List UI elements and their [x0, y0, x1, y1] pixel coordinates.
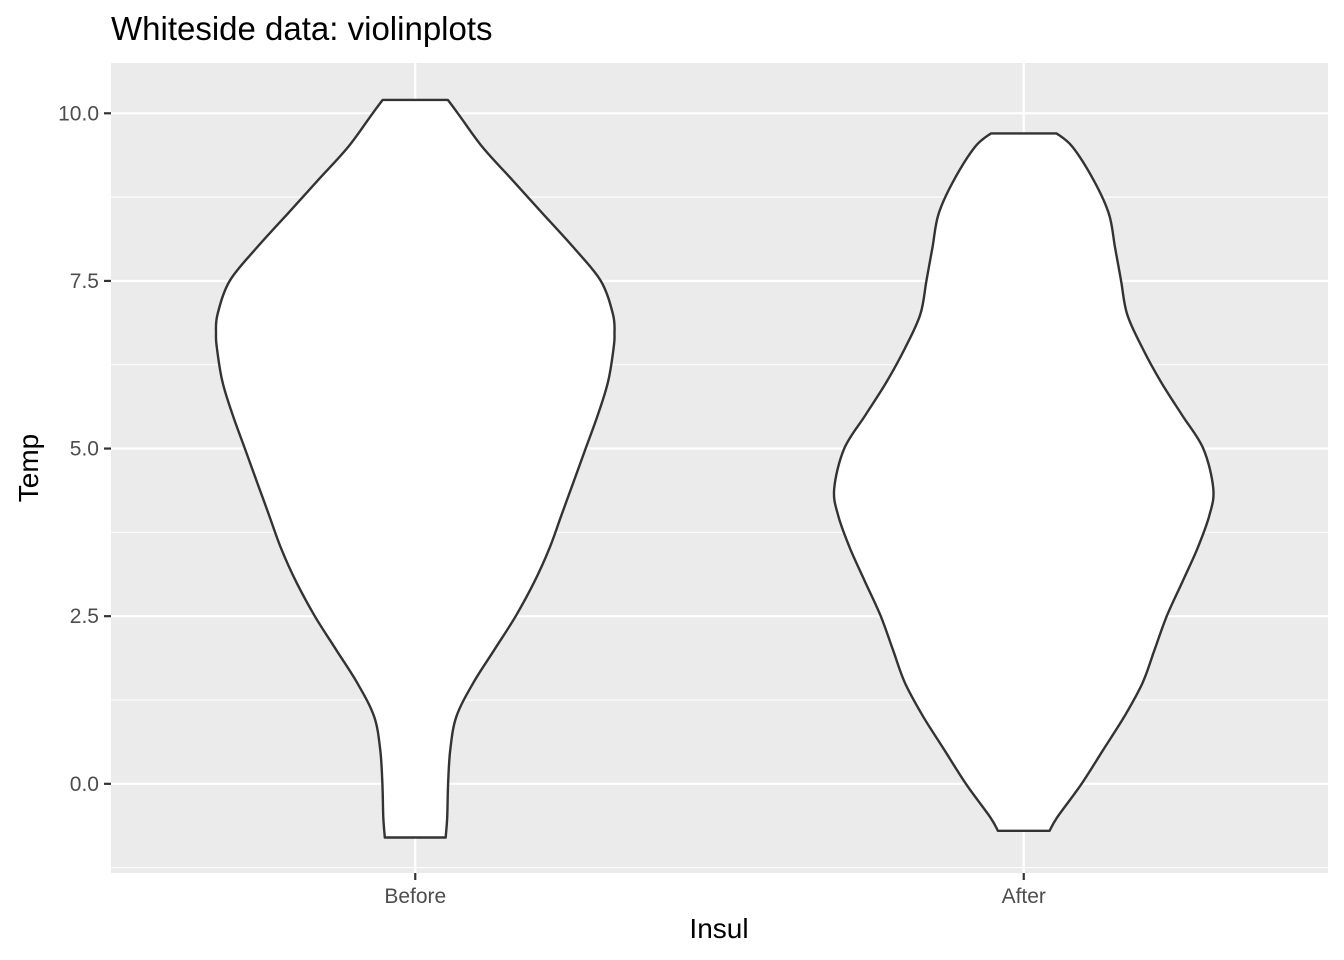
- x-axis-title: Insul: [689, 913, 748, 944]
- violin-before: [214, 98, 616, 839]
- x-tick-label: After: [1002, 885, 1046, 908]
- violin-after: [832, 132, 1215, 832]
- y-tick-label: 7.5: [70, 270, 99, 293]
- y-tick-label: 10.0: [58, 102, 99, 125]
- x-tick-label: Before: [384, 885, 446, 908]
- y-tick-label: 0.0: [70, 773, 99, 796]
- y-axis-title: Temp: [13, 434, 44, 502]
- chart-title: Whiteside data: violinplots: [111, 10, 493, 47]
- y-tick-label: 5.0: [70, 438, 99, 461]
- y-tick-label: 2.5: [70, 605, 99, 628]
